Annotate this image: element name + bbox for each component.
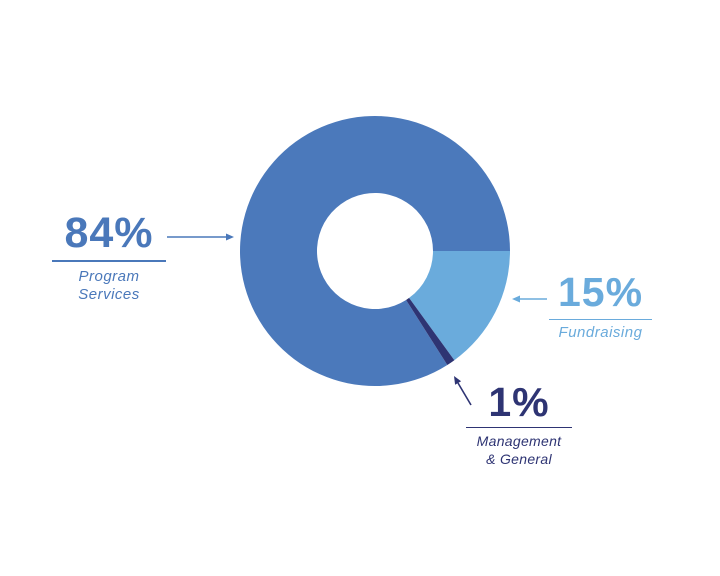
slice-program-services [239, 115, 510, 387]
program-services-percent: 84% [64, 209, 154, 257]
management-general-callout: 1% Management & General [466, 382, 572, 468]
fundraising-rule [549, 319, 652, 320]
program-services-callout: 84% Program Services [52, 212, 166, 304]
slice-fundraising [409, 251, 510, 361]
management-general-rule [466, 427, 572, 428]
slice-management-general [406, 297, 455, 365]
donut-slices [239, 115, 510, 387]
fundraising-label: Fundraising [558, 324, 643, 341]
management-general-label-line2: & General [486, 451, 552, 467]
fundraising-percent: 15% [557, 269, 644, 315]
management-general-label-line1: Management [476, 433, 562, 449]
management-general-percent: 1% [488, 379, 550, 425]
management-arrow-head [454, 376, 462, 385]
management-arrow [457, 382, 472, 406]
program-arrow-head [226, 233, 234, 241]
fundraising-callout: 15% Fundraising [549, 272, 652, 342]
fundraising-arrow-head [512, 295, 520, 303]
program-services-rule [52, 260, 166, 262]
callout-arrows [167, 233, 547, 406]
program-services-label-line2: Services [78, 286, 140, 303]
program-services-label-line1: Program [78, 268, 140, 285]
